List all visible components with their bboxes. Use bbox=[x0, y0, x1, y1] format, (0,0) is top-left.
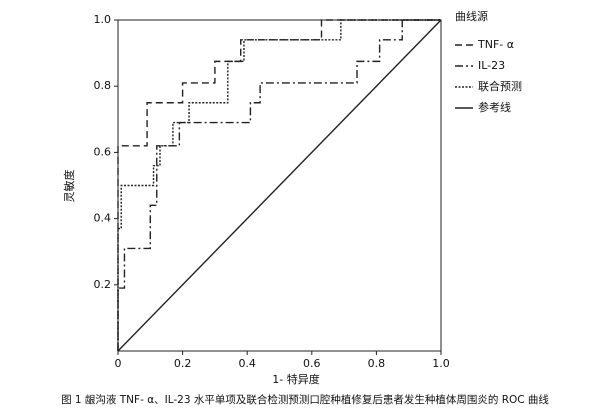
roc-line bbox=[117, 19, 442, 352]
legend-label: TNF- α bbox=[477, 38, 514, 51]
x-tick-label: 1.0 bbox=[432, 357, 450, 370]
legend-label: 参考线 bbox=[478, 100, 511, 114]
y-tick-label: 0.2 bbox=[94, 278, 112, 291]
y-tick-label: 1.0 bbox=[94, 13, 112, 26]
y-axis-title: 灵敏度 bbox=[62, 170, 76, 203]
roc-line bbox=[117, 19, 441, 351]
caption: 图 1 龈沟液 TNF- α、IL-23 水平单项及联合检测预测口腔种植修复后患… bbox=[61, 393, 549, 406]
roc-line bbox=[117, 19, 441, 351]
x-tick-label: 0.4 bbox=[238, 357, 256, 370]
x-tick-label: 0.2 bbox=[174, 357, 192, 370]
y-tick-label: 0.8 bbox=[94, 79, 112, 92]
y-tick-label: 0.4 bbox=[94, 212, 112, 225]
x-tick-label: 0 bbox=[115, 357, 122, 370]
x-tick-label: 0.6 bbox=[303, 357, 321, 370]
legend-title: 曲线源 bbox=[455, 9, 488, 23]
x-tick-label: 0.8 bbox=[368, 357, 386, 370]
roc-line bbox=[117, 19, 441, 351]
x-axis-title: 1- 特异度 bbox=[272, 372, 319, 386]
legend-label: IL-23 bbox=[478, 59, 505, 72]
legend-label: 联合预测 bbox=[478, 79, 522, 93]
y-tick-label: 0.6 bbox=[94, 145, 112, 158]
